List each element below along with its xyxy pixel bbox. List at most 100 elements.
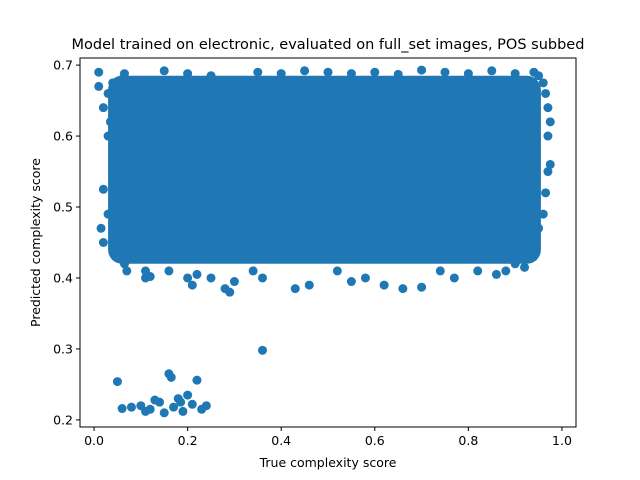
scatter-point: [96, 223, 106, 233]
y-tick-label: 0.4: [53, 270, 73, 285]
scatter-point: [108, 78, 118, 88]
dense-point-cloud: [108, 75, 541, 264]
scatter-point: [253, 67, 263, 77]
scatter-point: [491, 269, 501, 279]
scatter-point: [529, 67, 539, 77]
scatter-point: [379, 280, 389, 290]
points-layer: [94, 65, 555, 418]
scatter-point: [192, 375, 202, 385]
scatter-point: [187, 280, 197, 290]
scatter-point: [276, 69, 286, 79]
y-axis-label: Predicted complexity score: [28, 158, 43, 327]
scatter-point: [543, 167, 553, 177]
scatter-point: [98, 238, 108, 247]
scatter-point: [346, 277, 356, 287]
scatter-point: [126, 402, 136, 412]
scatter-point: [206, 71, 216, 81]
scatter-point: [229, 277, 239, 287]
chart-title: Model trained on electronic, evaluated o…: [72, 37, 585, 53]
scatter-point: [112, 377, 122, 387]
scatter-point: [183, 273, 193, 283]
y-tick-label: 0.2: [53, 412, 73, 427]
scatter-point: [543, 103, 553, 113]
scatter-point: [117, 404, 127, 414]
x-tick-label: 0.2: [178, 433, 198, 448]
scatter-point: [487, 66, 497, 76]
scatter-point: [449, 273, 459, 283]
scatter-point: [545, 117, 555, 127]
scatter-point: [398, 284, 408, 294]
scatter-point: [183, 69, 193, 79]
scatter-point: [510, 259, 520, 269]
scatter-point: [108, 234, 118, 244]
y-tick-label: 0.6: [53, 129, 73, 144]
scatter-point: [117, 74, 127, 84]
y-tick-label: 0.7: [53, 58, 73, 73]
scatter-point: [103, 209, 113, 219]
scatter-point: [520, 262, 530, 272]
scatter-point: [393, 69, 403, 79]
x-tick-label: 0.8: [458, 433, 478, 448]
scatter-point: [510, 69, 520, 79]
scatter-point: [192, 269, 202, 279]
scatter-point: [501, 266, 511, 276]
scatter-point: [94, 67, 104, 77]
scatter-point: [257, 273, 267, 283]
scatter-point: [105, 117, 115, 127]
scatter-point: [178, 406, 188, 416]
y-tick-label: 0.5: [53, 200, 73, 215]
scatter-point: [545, 159, 555, 169]
scatter-point: [103, 88, 113, 98]
scatter-point: [543, 131, 553, 141]
scatter-point: [360, 273, 370, 283]
scatter-point: [473, 266, 483, 276]
scatter-point: [417, 282, 427, 292]
scatter-point: [164, 266, 174, 276]
x-tick-label: 0.4: [271, 433, 291, 448]
scatter-point: [370, 67, 380, 77]
scatter-point: [541, 188, 551, 198]
scatter-point: [159, 66, 169, 76]
scatter-point: [346, 69, 356, 79]
scatter-point: [187, 399, 197, 409]
scatter-point: [206, 273, 216, 283]
scatter-point: [225, 287, 235, 297]
scatter-point: [103, 131, 113, 141]
scatter-point: [112, 245, 122, 255]
y-tick-label: 0.3: [53, 341, 73, 356]
scatter-point: [145, 272, 155, 282]
scatter-point: [463, 69, 473, 79]
scatter-point: [117, 252, 127, 262]
scatter-point: [323, 67, 333, 77]
scatter-point: [141, 406, 151, 416]
x-axis-ticks: 0.0 0.2 0.4 0.6 0.8 1.0: [84, 427, 572, 448]
scatter-point: [159, 408, 169, 418]
scatter-point: [248, 266, 258, 276]
scatter-point: [98, 184, 108, 194]
scatter-point: [332, 266, 342, 276]
x-tick-label: 1.0: [552, 433, 572, 448]
scatter-point: [440, 67, 450, 77]
scatter-point: [176, 397, 186, 407]
scatter-point: [150, 395, 160, 405]
scatter-point: [201, 401, 211, 411]
scatter-point: [300, 66, 310, 76]
scatter-point: [98, 103, 108, 113]
plot-area-frame: [79, 57, 577, 428]
scatter-point: [417, 65, 427, 75]
scatter-point: [290, 284, 300, 294]
x-tick-label: 0.6: [365, 433, 385, 448]
scatter-point: [122, 266, 132, 276]
scatter-point: [538, 78, 548, 88]
scatter-point: [94, 81, 104, 91]
x-tick-label: 0.0: [84, 433, 104, 448]
scatter-point: [169, 402, 179, 412]
scatter-point: [541, 88, 551, 98]
scatter-point: [166, 372, 176, 382]
scatter-point: [257, 345, 267, 355]
scatter-point: [534, 223, 544, 233]
y-axis-ticks: 0.2 0.3 0.4 0.5 0.6 0.7: [53, 58, 80, 427]
scatter-point: [435, 266, 445, 276]
x-axis-label: True complexity score: [259, 455, 397, 470]
